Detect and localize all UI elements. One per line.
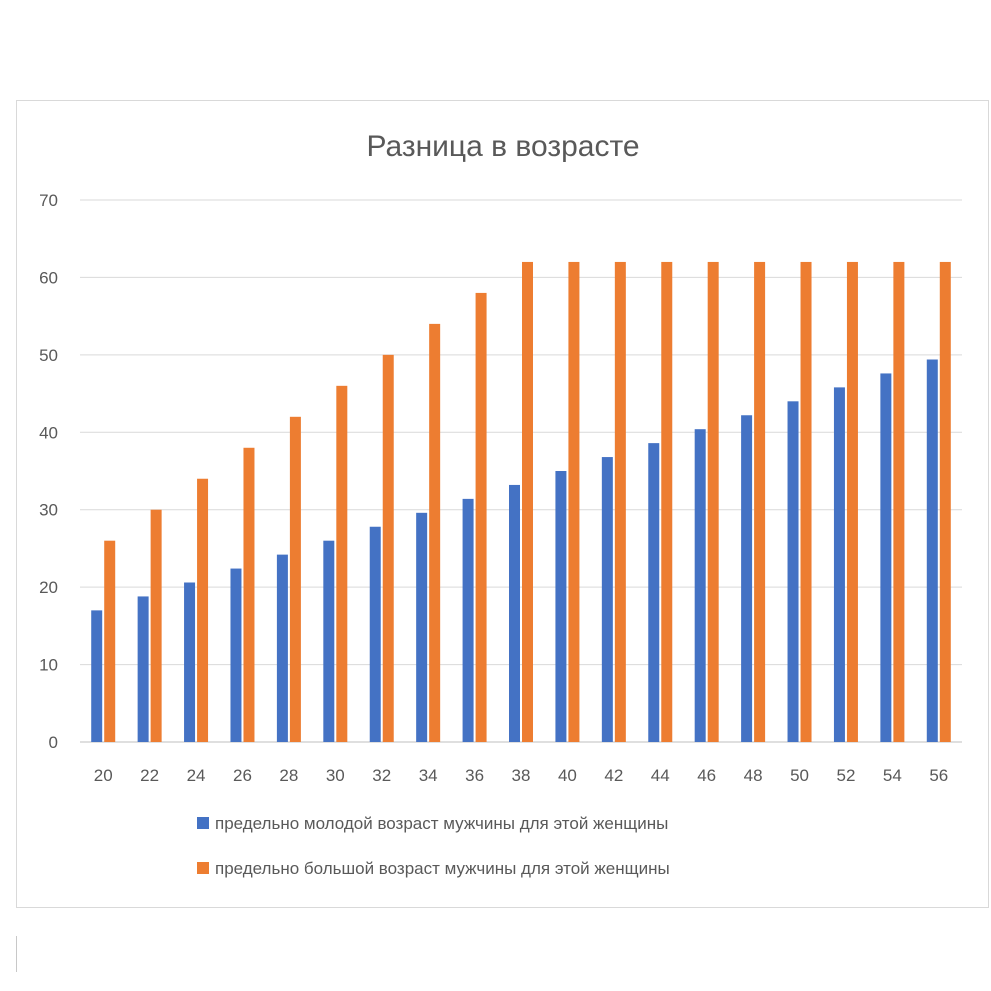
x-tick-label: 22 — [140, 766, 159, 785]
x-tick-label: 42 — [604, 766, 623, 785]
bar-min-age — [926, 359, 938, 742]
x-axis-labels: 20 22 24 26 28 30 32 34 36 38 40 42 44 46 48 50 52 54 56 — [94, 766, 949, 785]
bar-min-age — [787, 401, 799, 742]
bar-max-age — [522, 261, 533, 742]
y-tick-label: 70 — [39, 191, 58, 210]
bar-min-age — [648, 443, 660, 742]
bar-max-age — [197, 478, 209, 742]
bar-max-age — [893, 261, 905, 742]
y-tick-label: 0 — [49, 733, 58, 752]
x-tick-label: 50 — [790, 766, 809, 785]
x-tick-label: 34 — [419, 766, 438, 785]
bar-max-age — [754, 261, 766, 742]
bar-max-age — [800, 261, 812, 742]
bar-min-age — [833, 387, 845, 742]
x-tick-label: 38 — [512, 766, 531, 785]
bar-max-age — [104, 540, 116, 742]
text-cursor-line — [16, 936, 17, 972]
y-tick-label: 40 — [39, 423, 58, 442]
bar-max-age — [939, 261, 951, 742]
chart-frame — [16, 100, 989, 908]
bar-max-age — [661, 261, 673, 742]
gridlines — [80, 199, 962, 743]
bar-max-age — [289, 416, 301, 742]
x-tick-label: 54 — [883, 766, 902, 785]
chart-title: Разница в возрасте — [366, 130, 639, 163]
x-tick-label: 48 — [744, 766, 763, 785]
bar-max-age — [568, 261, 580, 742]
x-tick-label: 20 — [94, 766, 113, 785]
bar-max-age — [846, 261, 858, 742]
bar-min-age — [601, 457, 613, 742]
bar-min-age — [462, 498, 474, 742]
bar-min-age — [137, 596, 149, 742]
x-tick-label: 36 — [465, 766, 484, 785]
y-tick-label: 50 — [39, 346, 58, 365]
x-tick-label: 28 — [279, 766, 298, 785]
bar-max-age — [429, 323, 441, 742]
x-tick-label: 46 — [697, 766, 716, 785]
legend: предельно молодой возраст мужчины для эт… — [197, 814, 670, 878]
x-tick-label: 24 — [187, 766, 206, 785]
bar-min-age — [741, 415, 753, 742]
legend-label: предельно большой возраст мужчины для эт… — [215, 859, 670, 878]
bar-min-age — [509, 484, 520, 742]
bar-min-age — [276, 554, 288, 742]
x-tick-label: 44 — [651, 766, 670, 785]
y-tick-label: 60 — [39, 268, 58, 287]
bar-min-age — [880, 373, 892, 742]
x-tick-label: 26 — [233, 766, 252, 785]
bar-min-age — [230, 568, 242, 742]
bar-max-age — [707, 261, 719, 742]
x-tick-label: 30 — [326, 766, 345, 785]
x-tick-label: 56 — [929, 766, 948, 785]
bar-min-age — [416, 512, 428, 742]
bar-max-age — [475, 292, 487, 742]
legend-swatch — [197, 817, 209, 829]
bar-max-age — [382, 354, 394, 742]
bar-max-age — [614, 261, 626, 742]
y-axis-labels: 0 10 20 30 40 50 60 70 — [39, 191, 58, 752]
x-tick-label: 40 — [558, 766, 577, 785]
x-tick-label: 52 — [836, 766, 855, 785]
bar-min-age — [369, 526, 381, 742]
bar-min-age — [323, 540, 335, 742]
legend-label: предельно молодой возраст мужчины для эт… — [215, 814, 668, 833]
y-tick-label: 20 — [39, 578, 58, 597]
bar-min-age — [555, 471, 567, 742]
bar-min-age — [184, 582, 196, 742]
bar-max-age — [336, 385, 348, 742]
y-tick-label: 30 — [39, 501, 58, 520]
bar-max-age — [150, 509, 162, 742]
y-tick-label: 10 — [39, 656, 58, 675]
bar-min-age — [694, 429, 706, 742]
bars — [91, 261, 951, 742]
x-tick-label: 32 — [372, 766, 391, 785]
bar-max-age — [243, 447, 255, 742]
legend-swatch — [197, 862, 209, 874]
bar-min-age — [91, 610, 103, 742]
